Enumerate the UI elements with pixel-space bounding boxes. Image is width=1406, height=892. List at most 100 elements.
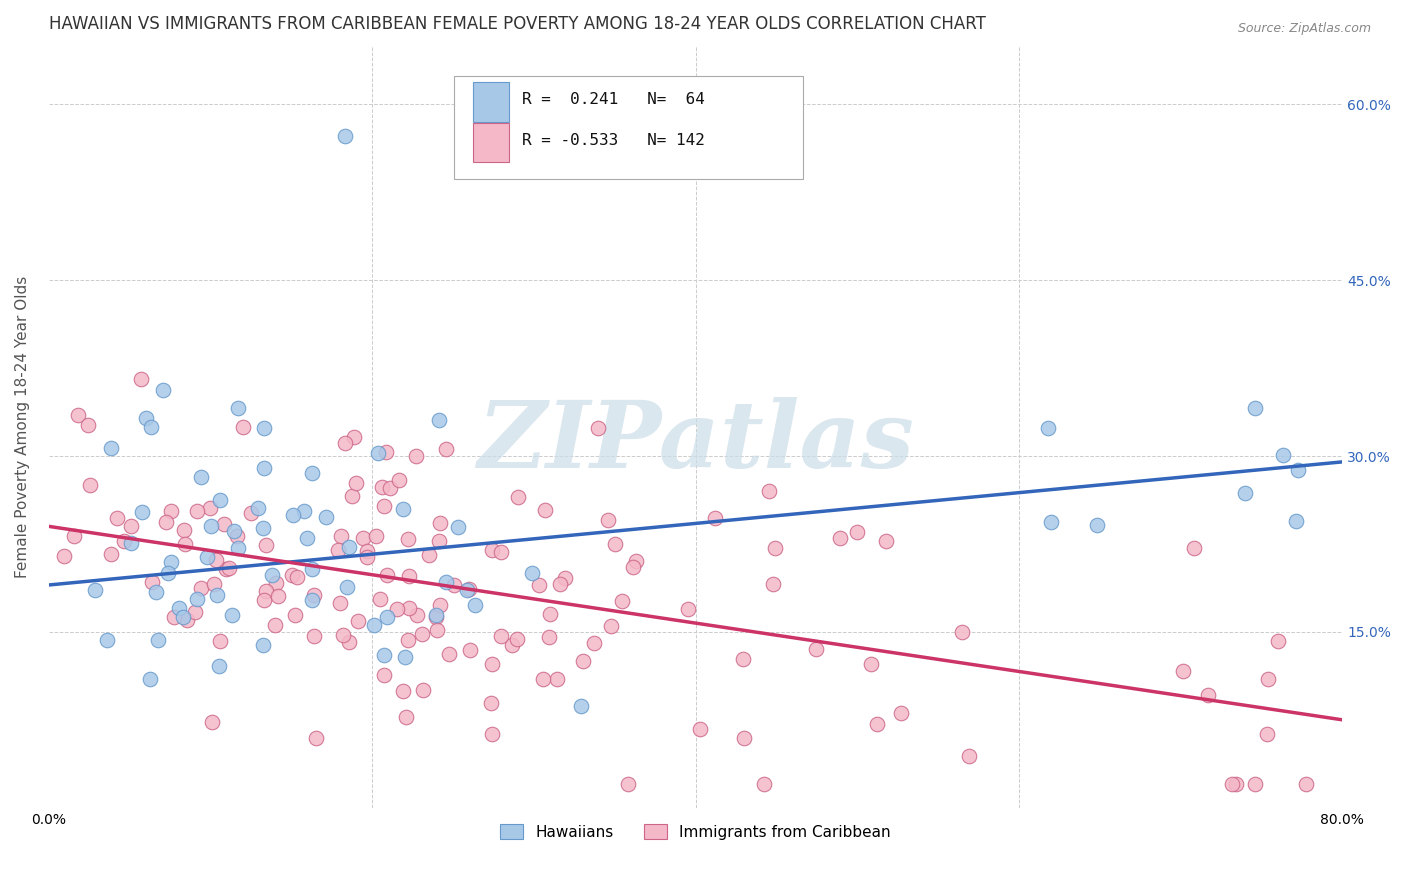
- Immigrants from Caribbean: [1171, 664, 1194, 678]
- Immigrants from Caribbean: [205, 553, 228, 567]
- Hawaiians: [1244, 401, 1267, 416]
- Immigrants from Caribbean: [418, 548, 440, 562]
- Hawaiians: [1036, 421, 1059, 435]
- Immigrants from Caribbean: [508, 490, 530, 504]
- Immigrants from Caribbean: [356, 544, 378, 558]
- Immigrants from Caribbean: [506, 632, 529, 647]
- Immigrants from Caribbean: [405, 449, 427, 463]
- Immigrants from Caribbean: [388, 473, 411, 487]
- Hawaiians: [145, 584, 167, 599]
- Immigrants from Caribbean: [366, 529, 388, 543]
- Immigrants from Caribbean: [481, 657, 503, 671]
- Hawaiians: [520, 566, 543, 581]
- Immigrants from Caribbean: [689, 722, 711, 736]
- Hawaiians: [208, 659, 231, 673]
- Hawaiians: [337, 541, 360, 555]
- Hawaiians: [120, 536, 142, 550]
- Hawaiians: [447, 520, 470, 534]
- Text: R =  0.241   N=  64: R = 0.241 N= 64: [522, 92, 704, 107]
- Hawaiians: [141, 419, 163, 434]
- Immigrants from Caribbean: [176, 613, 198, 627]
- Hawaiians: [456, 582, 478, 597]
- Hawaiians: [425, 607, 447, 622]
- Hawaiians: [301, 466, 323, 480]
- Immigrants from Caribbean: [434, 442, 457, 456]
- Immigrants from Caribbean: [100, 547, 122, 561]
- Immigrants from Caribbean: [267, 589, 290, 603]
- Hawaiians: [391, 501, 413, 516]
- Immigrants from Caribbean: [860, 657, 883, 672]
- Immigrants from Caribbean: [610, 594, 633, 608]
- Immigrants from Caribbean: [329, 529, 352, 543]
- Immigrants from Caribbean: [302, 588, 325, 602]
- Immigrants from Caribbean: [356, 549, 378, 564]
- Immigrants from Caribbean: [112, 533, 135, 548]
- Immigrants from Caribbean: [232, 420, 254, 434]
- Hawaiians: [195, 550, 218, 565]
- Immigrants from Caribbean: [264, 575, 287, 590]
- Immigrants from Caribbean: [804, 641, 827, 656]
- Immigrants from Caribbean: [443, 578, 465, 592]
- Immigrants from Caribbean: [240, 506, 263, 520]
- Immigrants from Caribbean: [1182, 541, 1205, 556]
- Hawaiians: [172, 610, 194, 624]
- Hawaiians: [283, 508, 305, 522]
- Hawaiians: [394, 650, 416, 665]
- Immigrants from Caribbean: [733, 731, 755, 745]
- Immigrants from Caribbean: [398, 569, 420, 583]
- Immigrants from Caribbean: [214, 516, 236, 531]
- Hawaiians: [301, 592, 323, 607]
- Immigrants from Caribbean: [141, 574, 163, 589]
- Hawaiians: [252, 638, 274, 652]
- Hawaiians: [100, 442, 122, 456]
- Hawaiians: [427, 413, 450, 427]
- Text: ZIPatlas: ZIPatlas: [477, 397, 914, 487]
- Immigrants from Caribbean: [599, 619, 621, 633]
- Immigrants from Caribbean: [380, 481, 402, 495]
- Immigrants from Caribbean: [1220, 777, 1243, 791]
- Immigrants from Caribbean: [328, 543, 350, 558]
- Hawaiians: [464, 598, 486, 612]
- Hawaiians: [1234, 486, 1257, 500]
- Immigrants from Caribbean: [79, 478, 101, 492]
- Immigrants from Caribbean: [263, 617, 285, 632]
- Immigrants from Caribbean: [425, 610, 447, 624]
- Immigrants from Caribbean: [1267, 634, 1289, 648]
- Immigrants from Caribbean: [426, 624, 449, 638]
- FancyBboxPatch shape: [472, 122, 509, 162]
- Immigrants from Caribbean: [489, 544, 512, 558]
- Immigrants from Caribbean: [957, 749, 980, 764]
- Immigrants from Caribbean: [603, 537, 626, 551]
- Immigrants from Caribbean: [427, 533, 450, 548]
- Immigrants from Caribbean: [254, 583, 277, 598]
- Immigrants from Caribbean: [374, 444, 396, 458]
- Hawaiians: [295, 531, 318, 545]
- Immigrants from Caribbean: [396, 532, 419, 546]
- Y-axis label: Female Poverty Among 18-24 Year Olds: Female Poverty Among 18-24 Year Olds: [15, 276, 30, 578]
- Immigrants from Caribbean: [866, 717, 889, 731]
- Immigrants from Caribbean: [548, 577, 571, 591]
- Immigrants from Caribbean: [501, 639, 523, 653]
- Immigrants from Caribbean: [120, 519, 142, 533]
- Immigrants from Caribbean: [457, 582, 479, 597]
- Immigrants from Caribbean: [616, 777, 638, 791]
- Hawaiians: [190, 470, 212, 484]
- Hawaiians: [135, 410, 157, 425]
- Immigrants from Caribbean: [174, 536, 197, 550]
- Immigrants from Caribbean: [333, 436, 356, 450]
- Immigrants from Caribbean: [1197, 688, 1219, 702]
- Immigrants from Caribbean: [373, 500, 395, 514]
- Hawaiians: [208, 493, 231, 508]
- Immigrants from Caribbean: [218, 560, 240, 574]
- Immigrants from Caribbean: [481, 727, 503, 741]
- Immigrants from Caribbean: [752, 777, 775, 791]
- Text: HAWAIIAN VS IMMIGRANTS FROM CARIBBEAN FEMALE POVERTY AMONG 18-24 YEAR OLDS CORRE: HAWAIIAN VS IMMIGRANTS FROM CARIBBEAN FE…: [49, 15, 986, 33]
- Hawaiians: [301, 562, 323, 576]
- Text: Source: ZipAtlas.com: Source: ZipAtlas.com: [1237, 22, 1371, 36]
- Immigrants from Caribbean: [184, 606, 207, 620]
- Immigrants from Caribbean: [429, 516, 451, 530]
- Hawaiians: [167, 601, 190, 615]
- Immigrants from Caribbean: [305, 731, 328, 746]
- Immigrants from Caribbean: [173, 523, 195, 537]
- Immigrants from Caribbean: [762, 577, 785, 591]
